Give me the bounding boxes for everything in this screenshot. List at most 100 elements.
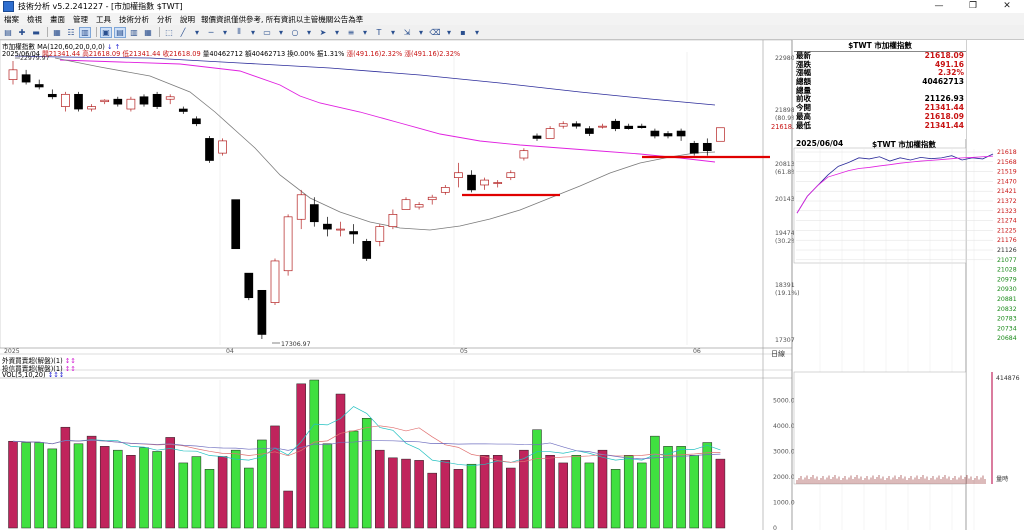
candle-body <box>126 98 136 110</box>
arrow-icon[interactable]: ➤ <box>319 27 327 37</box>
info-field: 額40462713 <box>245 50 288 58</box>
layout-one-icon[interactable]: ▣ <box>100 26 112 38</box>
cursor-icon[interactable]: ⬚ <box>165 27 173 37</box>
dropdown-icon[interactable]: ▾ <box>390 27 395 37</box>
candle-body <box>47 93 57 98</box>
dropdown-icon[interactable]: ▾ <box>418 27 423 37</box>
info-field: 開21341.44 <box>42 50 83 58</box>
dropdown-icon[interactable]: ▾ <box>222 27 227 37</box>
candle-body <box>414 204 424 208</box>
candle-body <box>532 135 542 139</box>
volume-label[interactable]: VOL(5,10,20) ↕↕↕ <box>2 371 65 379</box>
volume-bar <box>427 472 437 529</box>
chart-icon[interactable]: ▤ <box>4 27 12 37</box>
menu-item-help[interactable]: 說明 <box>180 14 195 24</box>
grid-icon[interactable]: ▦ <box>53 27 61 37</box>
maximize-button[interactable]: ❐ <box>968 1 978 11</box>
dropdown-icon[interactable]: ▾ <box>194 27 199 37</box>
intraday-price-label: 21519 <box>997 169 1017 176</box>
dropdown-icon[interactable]: ▾ <box>306 27 311 37</box>
volume-ma20-line <box>12 439 721 460</box>
candle-body <box>61 93 70 107</box>
minimize-button[interactable]: — <box>934 1 944 11</box>
volume-bar <box>637 462 647 529</box>
layout-four-icon[interactable]: ▦ <box>144 27 152 37</box>
candle-body <box>571 123 581 127</box>
menu-item-view[interactable]: 檢視 <box>27 14 42 24</box>
horizontal-line-icon[interactable]: ─ <box>208 27 214 37</box>
trendline-icon[interactable]: ╱ <box>180 27 186 37</box>
symbol-name: 市加權指數 <box>2 43 35 51</box>
ma-setting[interactable]: MA(120,60,20,0,0,0) <box>37 43 105 51</box>
volume-bar <box>178 462 189 529</box>
volume-tick-label: 2000.0 <box>773 474 795 481</box>
candle-body <box>231 199 241 250</box>
volume-bar <box>545 455 555 529</box>
quote-value: 491.16 <box>935 59 964 69</box>
volume-bar <box>244 467 254 529</box>
vertical-lines-icon[interactable]: ⦀ <box>237 27 241 36</box>
text-icon[interactable]: T <box>376 27 382 37</box>
rectangle-icon[interactable]: ▭ <box>263 27 271 37</box>
month-label: 04 <box>226 348 234 355</box>
price-tick-label: 20813 <box>775 161 795 168</box>
dropdown-icon[interactable]: ▾ <box>474 27 479 37</box>
quote-row: 前收 21126.93 <box>794 95 966 104</box>
dropdown-icon[interactable]: ▾ <box>334 27 339 37</box>
measure-icon[interactable]: ⇲ <box>403 27 411 37</box>
candlestick-icon[interactable]: ▥ <box>79 26 91 38</box>
volume-bar <box>348 430 359 529</box>
candle-body <box>650 130 660 137</box>
table-icon[interactable]: ☷ <box>67 27 75 37</box>
eraser-icon[interactable]: ⌫ <box>429 27 441 37</box>
dropdown-icon[interactable]: ▾ <box>446 27 451 37</box>
menu-item-technical[interactable]: 技術分析 <box>119 14 149 24</box>
menu-item-screen[interactable]: 畫面 <box>50 14 65 24</box>
quote-row: 最新 21618.09 <box>794 51 966 61</box>
candle-body <box>702 142 712 152</box>
candle-body <box>257 289 267 335</box>
foreign-net-label[interactable]: 外資買賣超(解盤)(1) ↕↕ <box>2 357 76 365</box>
dropdown-icon[interactable]: ▾ <box>278 27 283 37</box>
info-field: 振1.31% <box>316 50 347 58</box>
menu-item-file[interactable]: 檔案 <box>4 14 19 24</box>
candle-body <box>663 133 673 137</box>
dropdown-icon[interactable]: ▾ <box>250 27 255 37</box>
volume-bar <box>676 446 686 529</box>
volume-bar <box>689 455 699 529</box>
candle-body <box>34 84 44 88</box>
volume-bar <box>375 449 385 529</box>
menu-item-analysis[interactable]: 分析 <box>157 14 172 24</box>
intraday-avg-line <box>796 155 994 214</box>
volume-bar <box>309 379 320 529</box>
volume-bar <box>558 462 568 529</box>
layout-three-icon[interactable]: ▥ <box>130 27 138 37</box>
ma60-line <box>59 59 716 163</box>
candle-body <box>388 214 398 227</box>
intraday-price-label: 20734 <box>997 325 1017 332</box>
info-field: 收21618.09 <box>162 50 203 58</box>
save-icon[interactable]: ▪ <box>460 27 466 37</box>
layout-two-icon[interactable]: ▤ <box>114 26 126 38</box>
quote-value: 21126.93 <box>924 94 964 104</box>
quote-value: 21341.44 <box>924 103 964 113</box>
volume-tick-label: 1000.0 <box>773 499 795 506</box>
circle-icon[interactable]: ○ <box>291 27 299 37</box>
close-button[interactable]: ✕ <box>1003 1 1011 11</box>
dropdown-icon[interactable]: ▾ <box>362 27 367 37</box>
candle-body <box>689 142 699 154</box>
menu-item-manage[interactable]: 管理 <box>73 14 88 24</box>
quote-key: 漲跌 <box>796 59 811 69</box>
candle-body <box>427 196 437 201</box>
add-icon[interactable]: ✚ <box>18 27 26 37</box>
candle-body <box>611 120 620 129</box>
menu-item-tools[interactable]: 工具 <box>96 14 111 24</box>
fibonacci-icon[interactable]: ≡ <box>347 27 355 37</box>
chart-info-line1: 市加權指數 MA(120,60,20,0,0,0) ↓ ↑ <box>2 41 120 51</box>
remove-icon[interactable]: ▬ <box>32 27 40 37</box>
dealer-net-label[interactable]: 投信買賣超(解盤)(1) ↕↕ <box>2 365 76 373</box>
high-annotation: 22979.97 <box>20 55 50 62</box>
volume-bar <box>453 469 464 529</box>
volume-bar <box>388 457 398 529</box>
